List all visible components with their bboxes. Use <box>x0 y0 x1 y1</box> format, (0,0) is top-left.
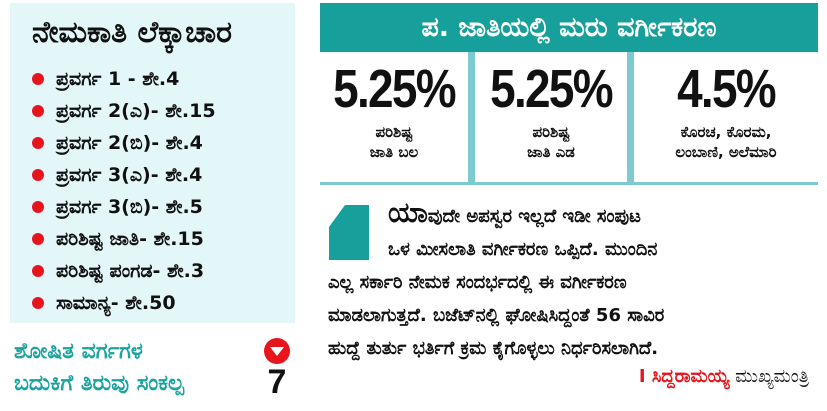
stat-box: 4.5% ಕೊರಚ, ಕೊರಮ, ಲಂಬಾಣಿ, ಅಲೆಮಾರಿ <box>634 52 818 182</box>
list-item: ಪರಿಶಿಷ್ಟ ಜಾತಿ- ಶೇ.15 <box>32 223 216 255</box>
list-item: ಪ್ರವರ್ಗ 1 - ಶೇ.4 <box>32 63 216 95</box>
list-item: ಪ್ರವರ್ಗ 2(ಬಿ)- ಶೇ.4 <box>32 127 216 159</box>
recruitment-panel: ನೇಮಕಾತಿ ಲೆಕ್ಕಾಚಾರ ಪ್ರವರ್ಗ 1 - ಶೇ.4 ಪ್ರವರ… <box>10 3 295 323</box>
list-item: ಪ್ರವರ್ಗ 2(ಎ)- ಶೇ.15 <box>32 95 216 127</box>
tagline: ಶೋಷಿತ ವರ್ಗಗಳ ಬದುಕಿಗೆ ತಿರುವು ಸಂಕಲ್ಪ <box>14 339 185 396</box>
stats-boxes: 5.25% ಪರಿಶಿಷ್ಟ ಜಾತಿ ಬಲ 5.25% ಪರಿಶಿಷ್ಟ ಜಾ… <box>320 52 818 185</box>
stat-box: 5.25% ಪರಿಶಿಷ್ಟ ಜಾತಿ ಬಲ <box>320 52 468 182</box>
quote-text: ಯಾವುದೇ ಅಪಸ್ವರ ಇಲ್ಲದೆ ಇಡೀ ಸಂಪುಟ ಒಳ ಮೀಸಲಾತ… <box>328 196 665 359</box>
stat-value: 5.25% <box>490 59 613 119</box>
page-number: 7 <box>267 363 287 401</box>
bullet-icon <box>32 233 44 245</box>
bullet-icon <box>32 265 44 277</box>
stat-value: 5.25% <box>333 59 456 119</box>
bullet-icon <box>32 297 44 309</box>
bullet-icon <box>32 73 44 85</box>
bullet-icon <box>32 137 44 149</box>
list-item: ಪರಿಶಿಷ್ಟ ಪಂಗಡ- ಶೇ.3 <box>32 255 216 287</box>
list-item: ಸಾಮಾನ್ಯ- ಶೇ.50 <box>32 287 216 319</box>
stat-box: 5.25% ಪರಿಶಿಷ್ಟ ಜಾತಿ ಎಡ <box>475 52 627 182</box>
page-reference: 7 <box>262 338 292 400</box>
speaker-name: I ಸಿದ್ದರಾಮಯ್ಯ <box>638 366 730 387</box>
panel-title: ನೇಮಕಾತಿ ಲೆಕ್ಕಾಚಾರ <box>32 15 233 50</box>
bullet-icon <box>32 169 44 181</box>
bullet-icon <box>32 105 44 117</box>
bullet-icon <box>32 201 44 213</box>
section-header: ಪ. ಜಾತಿಯಲ್ಲಿ ಮರು ವರ್ಗೀಕರಣ <box>320 3 818 52</box>
quota-list: ಪ್ರವರ್ಗ 1 - ಶೇ.4 ಪ್ರವರ್ಗ 2(ಎ)- ಶೇ.15 ಪ್ರ… <box>32 63 216 319</box>
list-item: ಪ್ರವರ್ಗ 3(ಬಿ)- ಶೇ.5 <box>32 191 216 223</box>
speaker-role: ಮುಖ್ಯಮಂತ್ರಿ <box>735 366 809 387</box>
quote-attribution: I ಸಿದ್ದರಾಮಯ್ಯ ಮುಖ್ಯಮಂತ್ರಿ <box>639 366 809 387</box>
list-item: ಪ್ರವರ್ಗ 3(ಎ)- ಶೇ.4 <box>32 159 216 191</box>
stat-value: 4.5% <box>677 59 777 119</box>
down-triangle-icon <box>264 338 290 364</box>
